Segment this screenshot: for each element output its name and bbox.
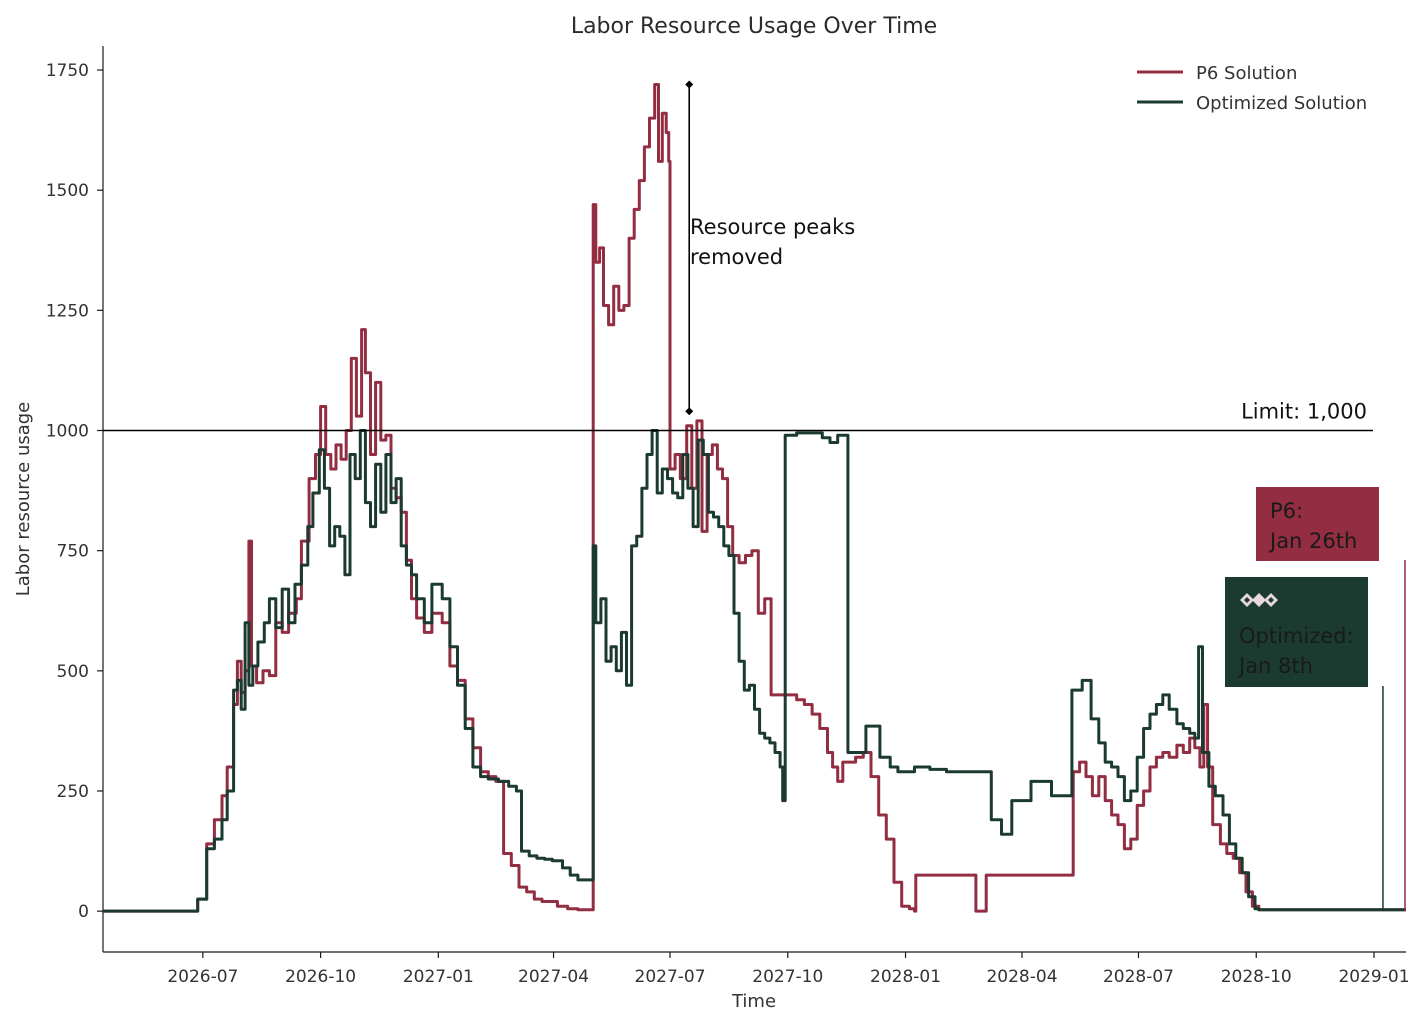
p6-end-box [1256, 487, 1379, 561]
series-layer [103, 83, 1406, 913]
diamond-logo-icon [1240, 593, 1278, 607]
p6-solution-line [103, 83, 1406, 913]
x-tick-label: 2027-04 [518, 967, 589, 987]
x-tick-label: 2028-04 [986, 967, 1057, 987]
y-tick-label: 250 [57, 782, 89, 802]
peak-arrow-head-top [685, 80, 694, 89]
x-tick-label: 2027-01 [403, 967, 474, 987]
legend-label-optimized: Optimized Solution [1196, 93, 1367, 114]
annotation-layer: Resource peaks removed [685, 80, 855, 416]
x-tick-label: 2028-10 [1221, 967, 1292, 987]
x-tick-label: 2028-07 [1103, 967, 1174, 987]
y-tick-label: 1250 [46, 301, 89, 321]
y-tick-label: 500 [57, 662, 89, 682]
p6-end-marker: P6: Jan 26th [1256, 487, 1406, 911]
end-markers: P6: Jan 26th Optimized: Jan 8th [1225, 487, 1406, 911]
peak-arrow-head-bottom [685, 407, 694, 416]
x-tick-label: 2029-01 [1338, 967, 1409, 987]
y-tick-label: 0 [78, 902, 89, 922]
x-axis-title: Time [731, 991, 776, 1012]
x-tick-label: 2027-10 [752, 967, 823, 987]
limit-label: Limit: 1,000 [1241, 400, 1367, 424]
p6-end-label-line-2: Jan 26th [1268, 529, 1357, 553]
x-ticks: 2026-07 2026-10 2027-01 2027-04 2027-07 2027-… [167, 952, 1410, 987]
peak-annotation-line-2: removed [690, 245, 783, 269]
x-tick-label: 2026-10 [285, 967, 356, 987]
optimized-end-label-line-2: Jan 8th [1237, 654, 1313, 678]
legend: P6 Solution Optimized Solution [1137, 63, 1367, 114]
y-tick-label: 750 [57, 542, 89, 562]
peak-annotation-line-1: Resource peaks [690, 215, 855, 239]
p6-end-label-line-1: P6: [1270, 499, 1303, 523]
y-tick-label: 1000 [46, 422, 89, 442]
y-ticks: 0 250 500 750 1000 1250 1500 1750 [46, 61, 103, 922]
x-tick-label: 2026-07 [167, 967, 238, 987]
optimized-end-label-line-1: Optimized: [1239, 624, 1354, 648]
limit-layer: Limit: 1,000 [103, 400, 1373, 432]
chart-title: Labor Resource Usage Over Time [571, 14, 937, 39]
optimized-end-marker: Optimized: Jan 8th [1225, 577, 1384, 911]
y-tick-label: 1750 [46, 61, 89, 81]
axes [102, 46, 1406, 953]
y-tick-label: 1500 [46, 181, 89, 201]
x-tick-label: 2028-01 [870, 967, 941, 987]
x-tick-label: 2027-07 [635, 967, 706, 987]
y-axis-title: Labor resource usage [13, 402, 34, 597]
legend-label-p6: P6 Solution [1196, 63, 1297, 84]
optimized-solution-line [103, 429, 1406, 913]
